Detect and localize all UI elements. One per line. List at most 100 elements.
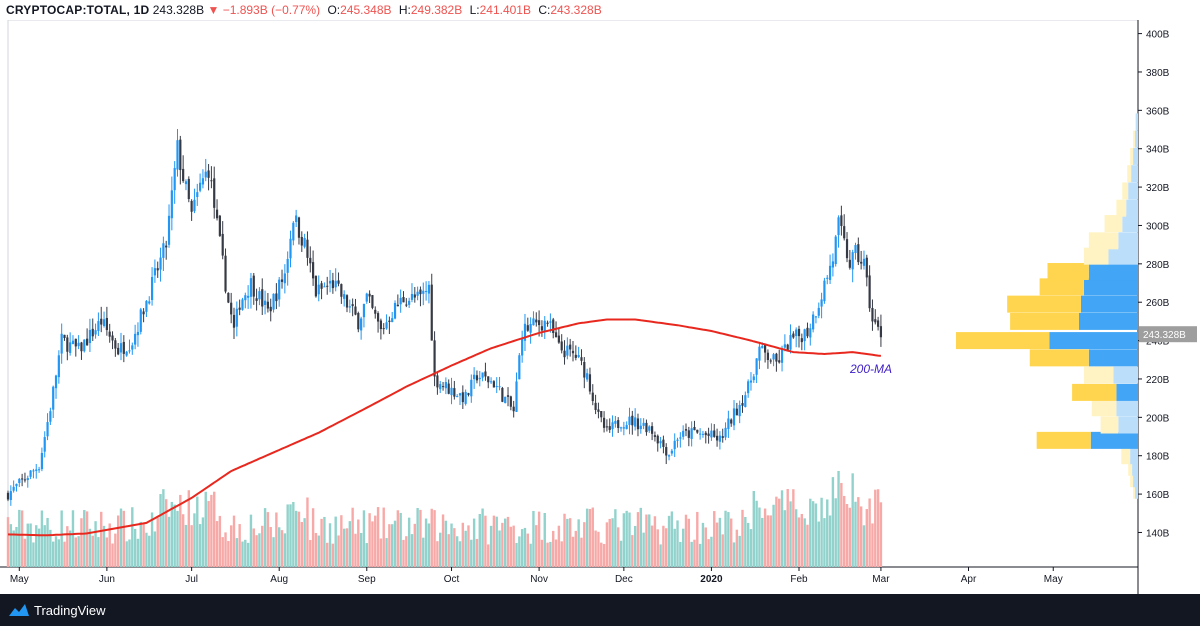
volume-bar	[591, 507, 594, 567]
volume-bar	[523, 527, 527, 567]
candle	[167, 215, 171, 245]
candle	[280, 279, 284, 282]
candle	[117, 347, 120, 355]
volume-bar	[554, 539, 558, 567]
candle	[247, 295, 250, 298]
volume-bar	[20, 510, 24, 567]
candle	[15, 483, 18, 487]
last-price-tag-label: 243.328B	[1143, 330, 1186, 341]
volume-bar	[35, 525, 38, 567]
volume-bar	[676, 520, 679, 567]
candle	[156, 268, 159, 271]
volume-bar	[687, 518, 691, 567]
y-tick-label: 180B	[1146, 452, 1170, 463]
candle	[354, 306, 357, 315]
volume-bar	[450, 523, 453, 567]
candle	[441, 386, 445, 388]
candle	[227, 292, 230, 303]
volume-profile-down	[1036, 431, 1091, 449]
volume-bar	[190, 525, 193, 567]
candle	[461, 392, 464, 403]
volume-bar	[509, 526, 513, 567]
volume-bar	[37, 528, 41, 567]
candle	[196, 192, 199, 198]
candle	[396, 304, 399, 307]
volume-bar	[354, 533, 357, 567]
volume-bar	[108, 523, 111, 567]
volume-bar	[376, 507, 380, 567]
candle	[453, 388, 456, 397]
candle	[379, 320, 382, 330]
volume-bar	[648, 514, 651, 567]
volume-bar	[472, 518, 476, 567]
candle	[792, 333, 795, 338]
volume-profile-down	[1083, 247, 1109, 265]
volume-bar	[391, 524, 394, 567]
candle	[515, 381, 518, 412]
candle	[659, 441, 662, 444]
price-chart[interactable]: 140B160B180B200B220B240B260B280B300B320B…	[0, 20, 1200, 594]
candle	[410, 293, 414, 300]
brand-label[interactable]: TradingView	[34, 603, 106, 618]
x-tick-label: Mar	[872, 574, 890, 585]
volume-bar	[320, 518, 323, 567]
candle	[543, 320, 546, 332]
volume-bar	[715, 522, 719, 567]
volume-bar	[235, 538, 239, 567]
volume-profile-up	[1108, 247, 1138, 265]
volume-bar	[498, 530, 501, 567]
candle	[331, 280, 334, 289]
candle	[278, 279, 281, 300]
volume-bar	[269, 526, 272, 567]
volume-profile-down	[1121, 447, 1131, 465]
x-tick-label: Jun	[99, 574, 115, 585]
candle	[552, 319, 555, 334]
candle	[546, 322, 549, 324]
candle	[560, 341, 563, 351]
volume-bar	[102, 525, 106, 567]
volume-bar	[537, 511, 541, 567]
volume-bar	[769, 515, 772, 567]
candle	[215, 209, 219, 219]
volume-bar	[63, 541, 66, 567]
volume-bar	[289, 504, 292, 567]
candle	[489, 381, 493, 383]
candle	[814, 316, 818, 318]
volume-bar	[665, 528, 668, 567]
volume-bar	[467, 525, 470, 567]
ma-200-label: 200-MA	[849, 362, 892, 376]
candle	[622, 427, 625, 429]
volume-bar	[696, 511, 699, 567]
last-price-tag	[1139, 326, 1197, 343]
candle	[244, 295, 247, 301]
volume-bar	[557, 525, 561, 567]
volume-bar	[252, 528, 255, 567]
volume-profile-down	[1088, 232, 1119, 250]
candle	[487, 376, 490, 383]
candle	[602, 417, 606, 428]
candle	[526, 325, 529, 331]
candle	[862, 258, 866, 266]
volume-bar	[218, 515, 222, 567]
volume-bar	[207, 501, 210, 567]
volume-bar	[724, 510, 727, 567]
candle	[837, 217, 840, 236]
volume-bar	[433, 510, 436, 567]
volume-bar	[617, 527, 620, 567]
candle	[263, 300, 267, 305]
volume-profile-up	[1130, 447, 1138, 465]
y-tick-label: 340B	[1146, 145, 1170, 156]
candle	[37, 469, 41, 471]
volume-bar	[583, 522, 586, 567]
candle	[52, 386, 55, 410]
volume-bar	[311, 508, 315, 567]
volume-bar	[388, 524, 391, 567]
candle	[772, 354, 775, 360]
volume-profile-down	[1130, 470, 1134, 488]
volume-bar	[515, 542, 518, 567]
candle	[80, 342, 83, 352]
volume-profile-up	[1133, 470, 1138, 488]
volume-bar	[560, 541, 563, 567]
candle	[704, 432, 707, 436]
candle	[501, 387, 504, 402]
